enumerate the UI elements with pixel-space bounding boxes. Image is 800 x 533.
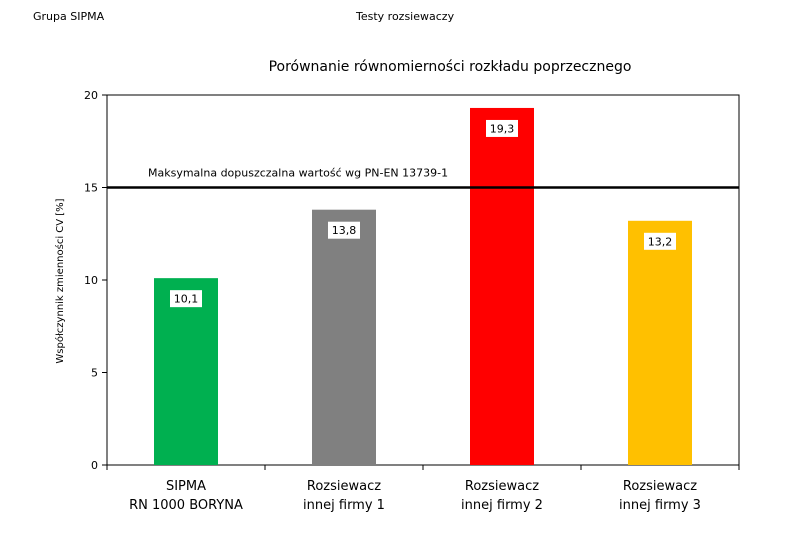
x-tick-label: innej firmy 3 xyxy=(619,498,701,513)
data-label-box xyxy=(644,232,676,250)
bar xyxy=(628,220,692,465)
x-tick-label: Rozsiewacz xyxy=(623,479,697,494)
y-tick-label: 20 xyxy=(84,89,98,102)
y-tick-label: 5 xyxy=(91,367,98,380)
x-tick-label: innej firmy 2 xyxy=(461,498,543,513)
y-tick-label: 10 xyxy=(84,274,98,287)
y-tick-label: 15 xyxy=(84,182,98,195)
x-tick-label: SIPMA xyxy=(166,479,206,494)
chart-title: Porównanie równomierności rozkładu poprz… xyxy=(269,59,632,75)
reference-line-label: Maksymalna dopuszczalna wartość wg PN-EN… xyxy=(148,167,448,180)
header-center-text: Testy rozsiewaczy xyxy=(356,10,455,23)
data-label-box xyxy=(170,290,202,308)
x-tick-label: Rozsiewacz xyxy=(307,479,381,494)
data-label: 19,3 xyxy=(490,122,515,135)
data-label: 13,2 xyxy=(648,235,673,248)
bar xyxy=(312,209,376,465)
data-label-box xyxy=(486,119,518,137)
header-left-text: Grupa SIPMA xyxy=(33,10,105,23)
x-tick-label: innej firmy 1 xyxy=(303,498,385,513)
x-tick-label: Rozsiewacz xyxy=(465,479,539,494)
bar xyxy=(154,278,218,465)
data-label: 13,8 xyxy=(332,224,357,237)
y-axis-label: Współczynnik zmienności CV [%] xyxy=(54,198,66,363)
data-label-box xyxy=(328,221,360,239)
data-label: 10,1 xyxy=(174,293,199,306)
y-tick-label: 0 xyxy=(91,459,98,472)
x-tick-label: RN 1000 BORYNA xyxy=(129,498,243,513)
bar xyxy=(470,107,534,465)
